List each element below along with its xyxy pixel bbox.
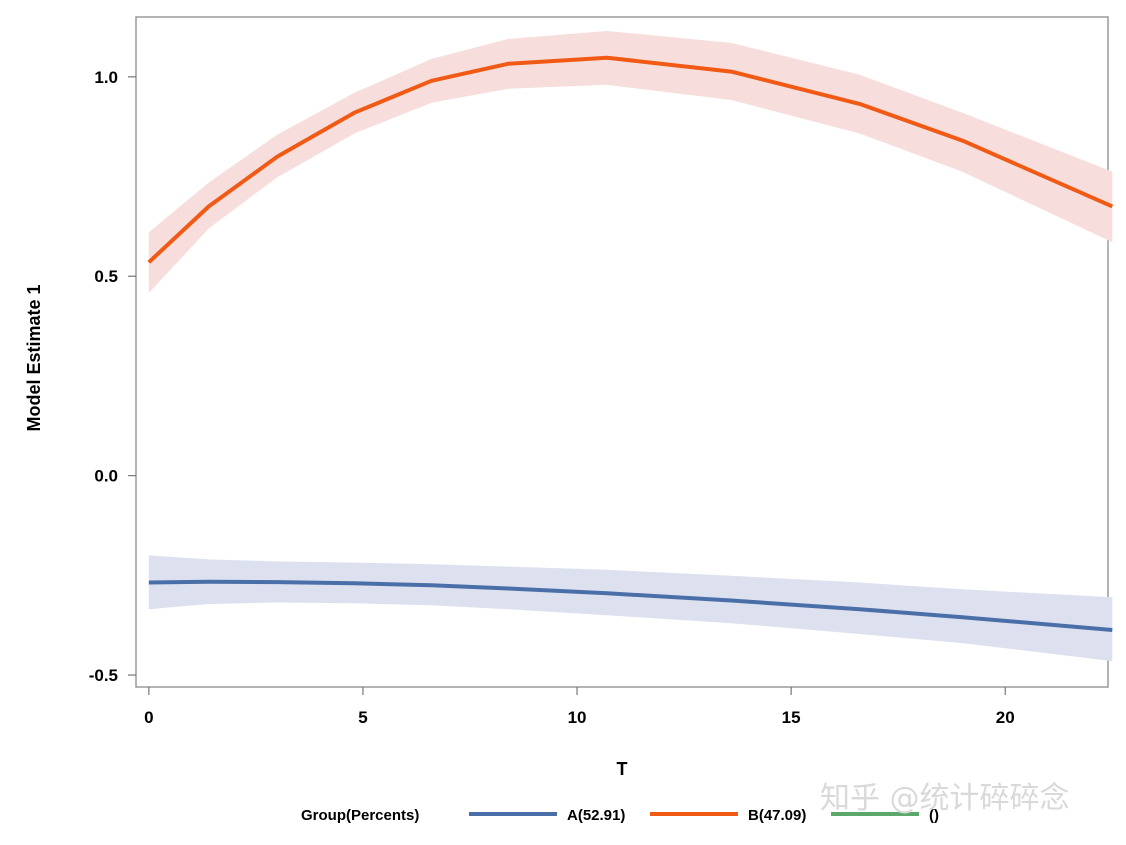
legend-label-a: A(52.91) (567, 807, 625, 824)
legend-label-empty: () (929, 807, 939, 824)
y-tick-label: -0.5 (89, 666, 118, 685)
x-axis-title: T (617, 759, 628, 779)
y-axis: -0.5 0.0 0.5 1.0 (89, 68, 136, 685)
y-tick-label: 1.0 (94, 68, 118, 87)
x-tick-label: 0 (144, 708, 153, 727)
series-line-b (147, 55, 1114, 264)
x-tick-label: 10 (568, 708, 587, 727)
x-tick-label: 15 (782, 708, 801, 727)
x-axis: 0 5 10 15 20 (144, 687, 1015, 727)
confidence-band-a (148, 555, 1113, 662)
y-tick-label: 0.5 (94, 267, 118, 286)
series-lines (147, 55, 1114, 632)
series-line-a (148, 579, 1113, 632)
y-axis-title: Model Estimate 1 (24, 284, 44, 431)
x-tick-label: 20 (996, 708, 1015, 727)
y-tick-label: 0.0 (94, 467, 118, 486)
watermark-text: 知乎 @统计碎碎念 (820, 781, 1070, 816)
x-tick-label: 5 (358, 708, 367, 727)
legend: Group(Percents) A(52.91) B(47.09) () (301, 807, 939, 824)
legend-label-b: B(47.09) (748, 807, 806, 824)
legend-title: Group(Percents) (301, 807, 419, 824)
